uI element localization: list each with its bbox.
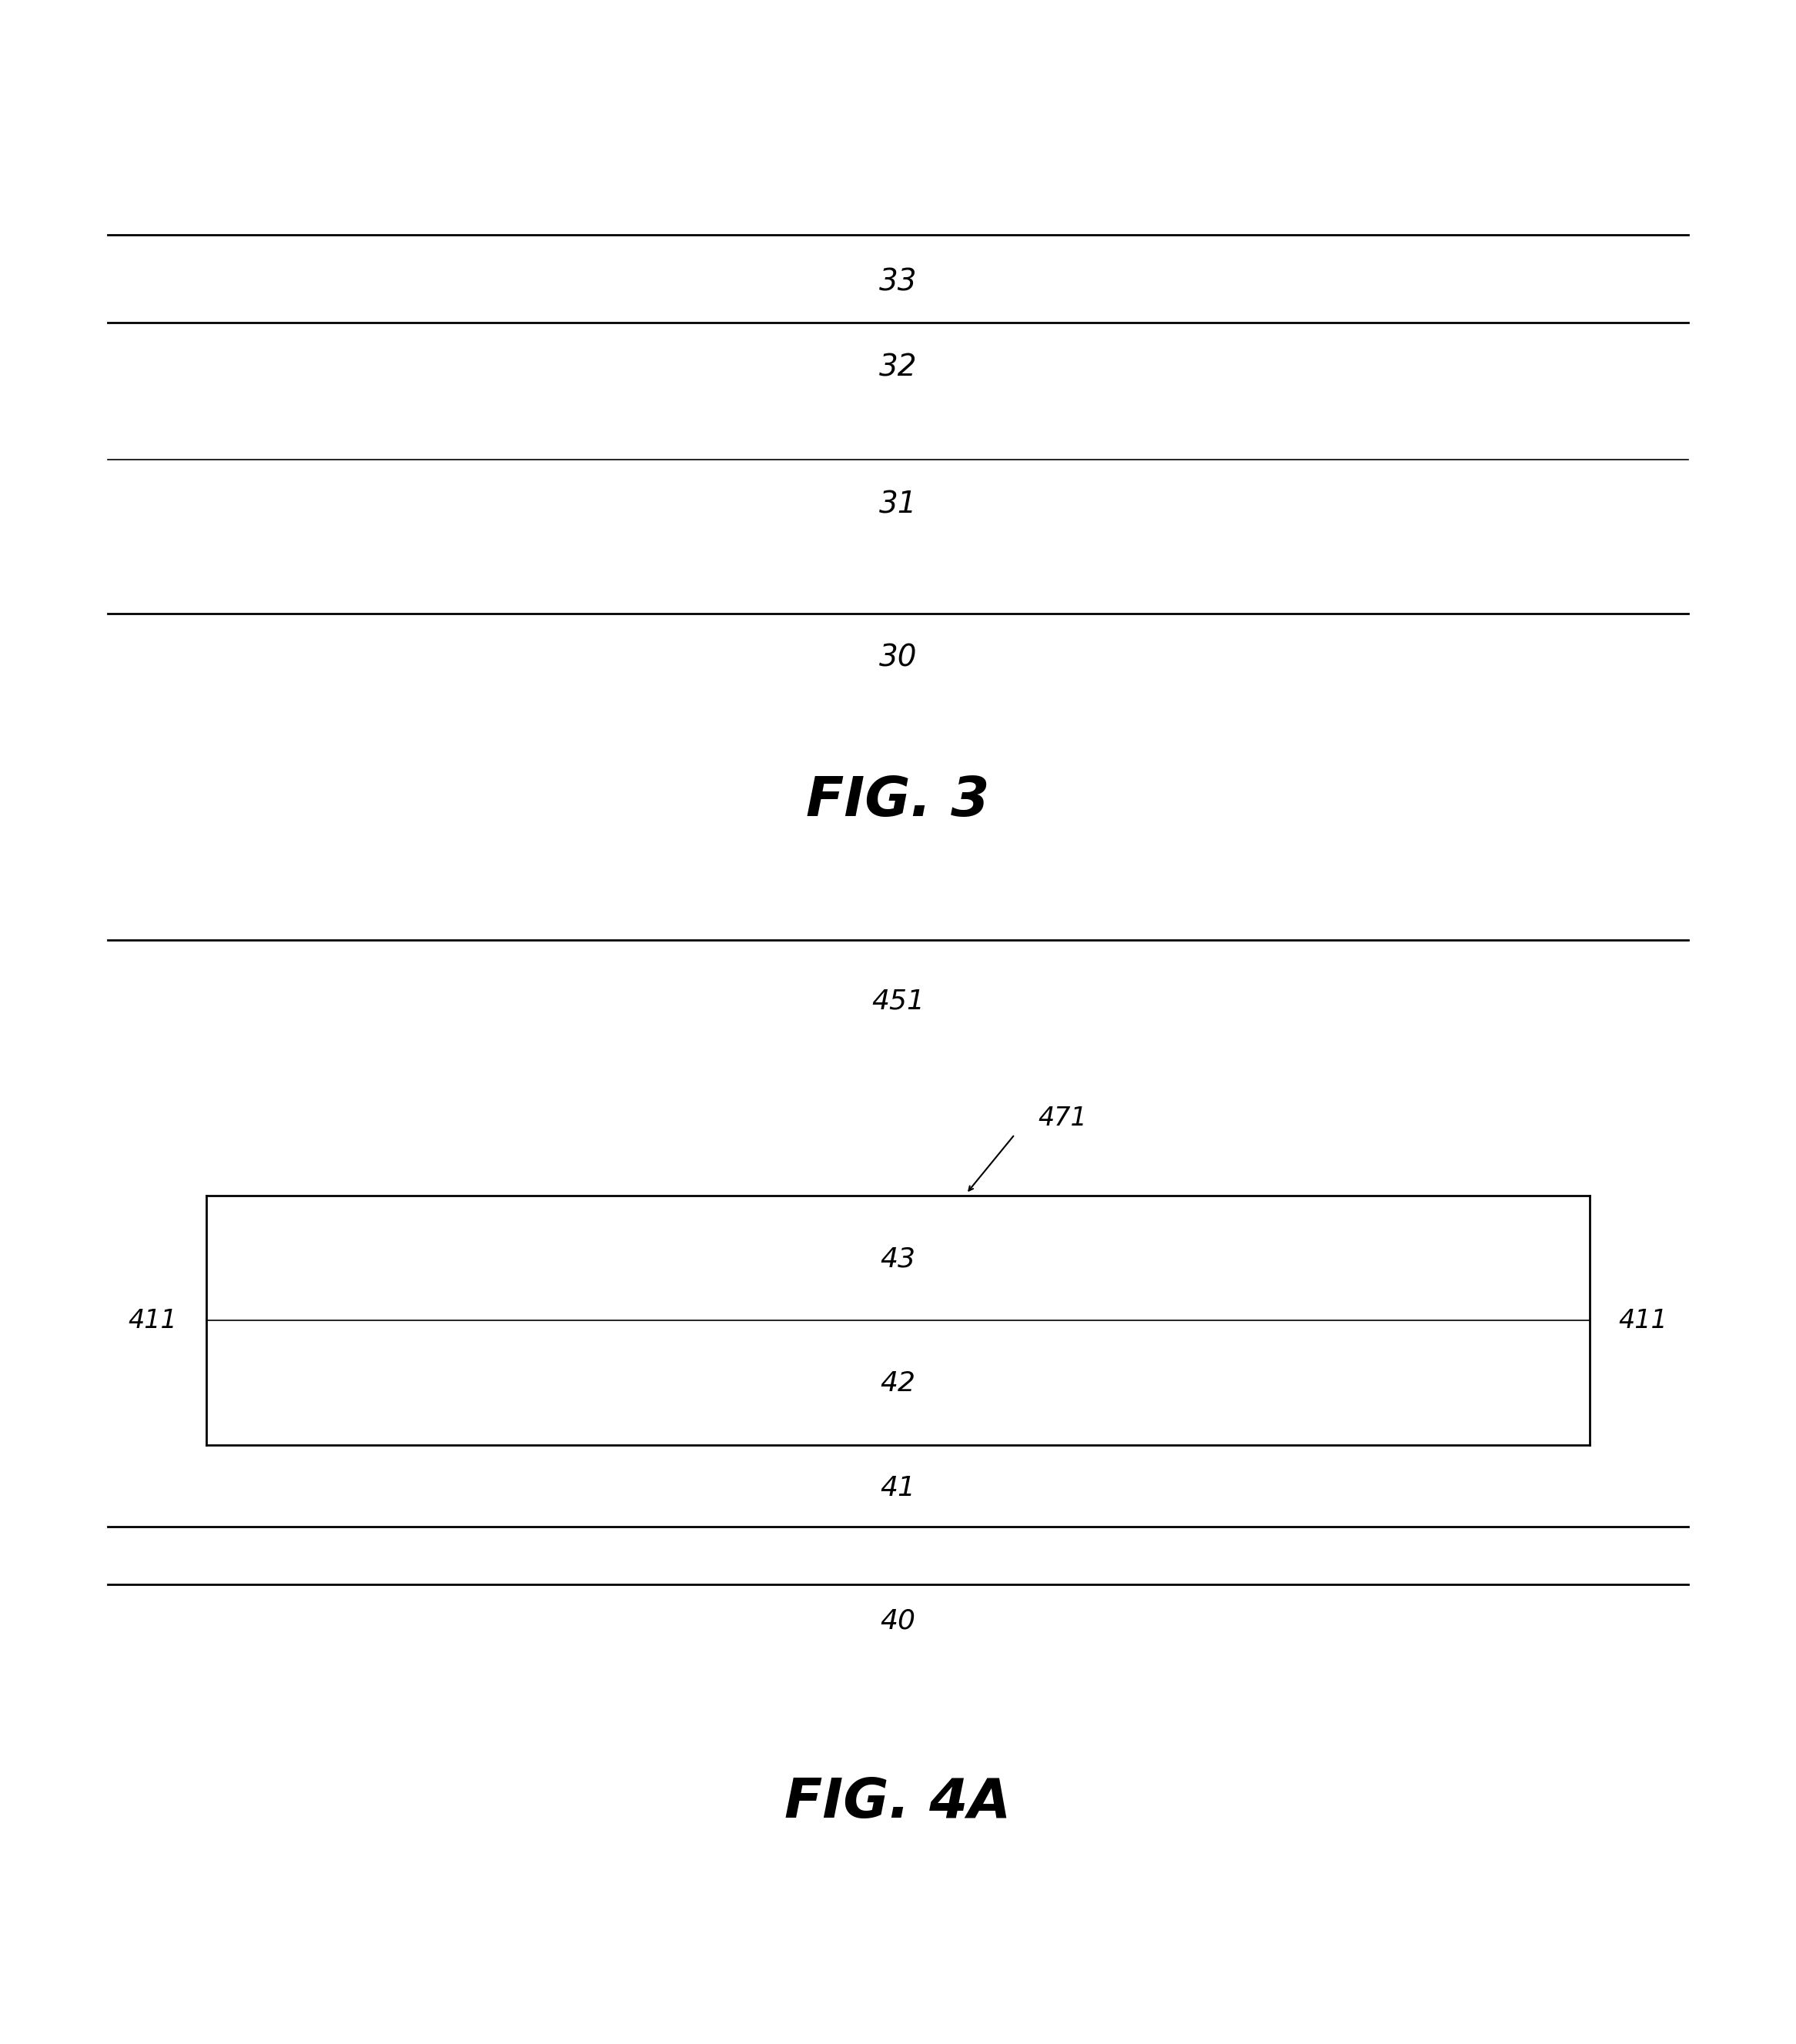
Text: 471: 471 — [1038, 1106, 1087, 1130]
Text: 40: 40 — [880, 1609, 916, 1633]
Text: 451: 451 — [871, 989, 925, 1014]
Text: 30: 30 — [878, 644, 918, 672]
Text: FIG. 4A: FIG. 4A — [785, 1776, 1011, 1829]
Text: 42: 42 — [880, 1372, 916, 1396]
Text: 43: 43 — [880, 1247, 916, 1271]
Text: 31: 31 — [878, 491, 918, 519]
Text: 41: 41 — [880, 1476, 916, 1500]
Text: 411: 411 — [1618, 1308, 1668, 1333]
Text: 33: 33 — [878, 268, 918, 296]
Text: 411: 411 — [128, 1308, 178, 1333]
Text: FIG. 3: FIG. 3 — [806, 775, 990, 828]
Text: 32: 32 — [878, 354, 918, 382]
